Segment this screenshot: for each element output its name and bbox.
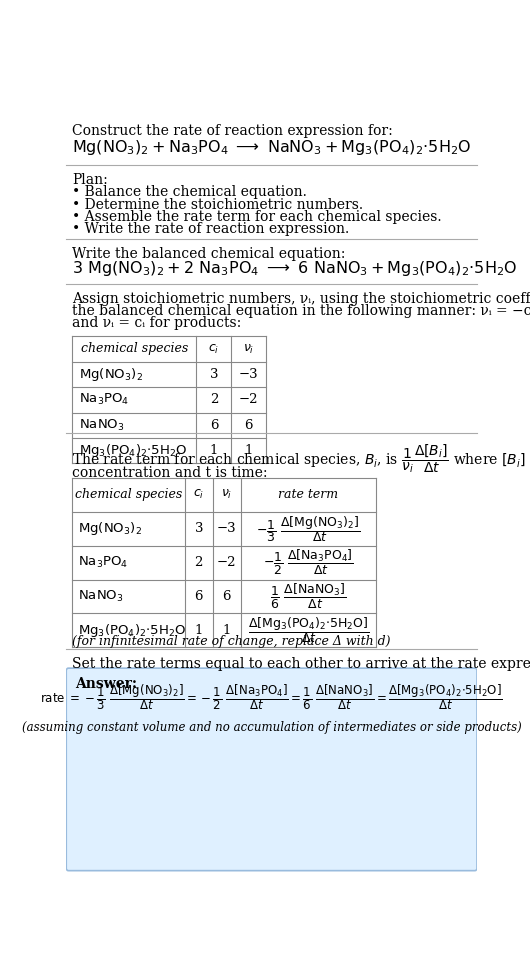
- Text: $\mathrm{Na_3PO_4}$: $\mathrm{Na_3PO_4}$: [78, 392, 129, 408]
- Text: $\mathrm{Mg_3(PO_4)_2{\cdot}5H_2O}$: $\mathrm{Mg_3(PO_4)_2{\cdot}5H_2O}$: [78, 442, 187, 459]
- Text: $\dfrac{1}{6}\ \dfrac{\Delta[\mathrm{NaNO_3}]}{\Delta t}$: $\dfrac{1}{6}\ \dfrac{\Delta[\mathrm{NaN…: [270, 582, 347, 612]
- Text: 3: 3: [210, 368, 218, 381]
- Text: Set the rate terms equal to each other to arrive at the rate expression:: Set the rate terms equal to each other t…: [73, 657, 530, 670]
- Text: • Determine the stoichiometric numbers.: • Determine the stoichiometric numbers.: [73, 198, 364, 212]
- Text: 2: 2: [210, 393, 218, 407]
- Text: 6: 6: [195, 590, 203, 603]
- Text: Construct the rate of reaction expression for:: Construct the rate of reaction expressio…: [73, 123, 393, 138]
- Text: $\nu_i$: $\nu_i$: [221, 488, 232, 502]
- Text: 1: 1: [244, 444, 253, 457]
- Text: (assuming constant volume and no accumulation of intermediates or side products): (assuming constant volume and no accumul…: [22, 720, 522, 733]
- Text: chemical species: chemical species: [81, 342, 188, 356]
- Text: $c_i$: $c_i$: [193, 488, 205, 502]
- Text: $\dfrac{\Delta[\mathrm{Mg_3(PO_4)_2{\cdot}5H_2O}]}{\Delta t}$: $\dfrac{\Delta[\mathrm{Mg_3(PO_4)_2{\cdo…: [248, 615, 369, 646]
- Text: (for infinitesimal rate of change, replace Δ with d): (for infinitesimal rate of change, repla…: [73, 635, 391, 648]
- Text: and νᵢ = cᵢ for products:: and νᵢ = cᵢ for products:: [73, 317, 242, 330]
- Text: $\mathrm{Mg(NO_3)_2}$: $\mathrm{Mg(NO_3)_2}$: [78, 520, 142, 537]
- Text: • Write the rate of reaction expression.: • Write the rate of reaction expression.: [73, 222, 350, 236]
- Text: $-\dfrac{1}{2}\ \dfrac{\Delta[\mathrm{Na_3PO_4}]}{\Delta t}$: $-\dfrac{1}{2}\ \dfrac{\Delta[\mathrm{Na…: [263, 548, 354, 577]
- Text: chemical species: chemical species: [75, 488, 182, 502]
- Text: • Balance the chemical equation.: • Balance the chemical equation.: [73, 185, 307, 199]
- Text: $\mathrm{Mg(NO_3)_2 + Na_3PO_4 \ {\longrightarrow}\ NaNO_3 + Mg_3(PO_4)_2{\cdot}: $\mathrm{Mg(NO_3)_2 + Na_3PO_4 \ {\longr…: [73, 137, 472, 157]
- Text: 1: 1: [210, 444, 218, 457]
- Text: 1: 1: [195, 624, 203, 637]
- Text: $-\dfrac{1}{3}\ \dfrac{\Delta[\mathrm{Mg(NO_3)_2}]}{\Delta t}$: $-\dfrac{1}{3}\ \dfrac{\Delta[\mathrm{Mg…: [257, 514, 360, 544]
- Text: $\mathrm{Mg(NO_3)_2}$: $\mathrm{Mg(NO_3)_2}$: [78, 366, 143, 383]
- Text: 3: 3: [195, 522, 203, 535]
- Text: Answer:: Answer:: [76, 676, 138, 691]
- Text: Assign stoichiometric numbers, νᵢ, using the stoichiometric coefficients, cᵢ, fr: Assign stoichiometric numbers, νᵢ, using…: [73, 292, 530, 306]
- Text: −2: −2: [217, 557, 236, 569]
- Text: −3: −3: [239, 368, 259, 381]
- Text: $\nu_i$: $\nu_i$: [243, 342, 254, 356]
- Text: rate term: rate term: [278, 488, 339, 502]
- Text: $\mathrm{Mg_3(PO_4)_2{\cdot}5H_2O}$: $\mathrm{Mg_3(PO_4)_2{\cdot}5H_2O}$: [78, 622, 187, 639]
- Text: $\mathrm{NaNO_3}$: $\mathrm{NaNO_3}$: [78, 417, 124, 433]
- Text: −3: −3: [217, 522, 236, 535]
- Text: 6: 6: [210, 418, 218, 432]
- Text: −2: −2: [239, 393, 259, 407]
- Text: 1: 1: [223, 624, 231, 637]
- Text: Write the balanced chemical equation:: Write the balanced chemical equation:: [73, 247, 346, 261]
- Text: The rate term for each chemical species, $B_i$, is $\dfrac{1}{\nu_i}\dfrac{\Delt: The rate term for each chemical species,…: [73, 443, 530, 475]
- Text: Plan:: Plan:: [73, 173, 108, 187]
- Text: 6: 6: [244, 418, 253, 432]
- Text: • Assemble the rate term for each chemical species.: • Assemble the rate term for each chemic…: [73, 210, 442, 224]
- Text: the balanced chemical equation in the following manner: νᵢ = −cᵢ for reactants: the balanced chemical equation in the fo…: [73, 304, 530, 318]
- Text: 2: 2: [195, 557, 203, 569]
- Text: $\mathrm{NaNO_3}$: $\mathrm{NaNO_3}$: [78, 589, 123, 604]
- Text: rate $= -\dfrac{1}{3}\ \dfrac{\Delta[\mathrm{Mg(NO_3)_2}]}{\Delta t}= -\dfrac{1}: rate $= -\dfrac{1}{3}\ \dfrac{\Delta[\ma…: [40, 682, 503, 712]
- Text: $\mathrm{Na_3PO_4}$: $\mathrm{Na_3PO_4}$: [78, 555, 128, 570]
- Text: $c_i$: $c_i$: [208, 342, 219, 356]
- Text: 6: 6: [223, 590, 231, 603]
- Text: concentration and t is time:: concentration and t is time:: [73, 466, 268, 479]
- Text: $\mathrm{3\ Mg(NO_3)_2 + 2\ Na_3PO_4 \ {\longrightarrow}\ 6\ NaNO_3 + Mg_3(PO_4): $\mathrm{3\ Mg(NO_3)_2 + 2\ Na_3PO_4 \ {…: [73, 260, 518, 278]
- FancyBboxPatch shape: [66, 668, 477, 870]
